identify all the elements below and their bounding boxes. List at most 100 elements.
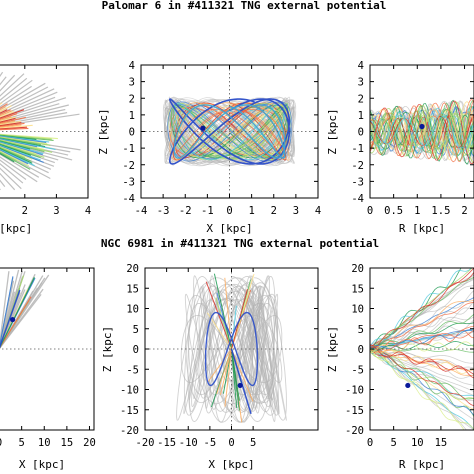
x-tick-label: 2 [271, 205, 277, 217]
colored-orbit [0, 116, 26, 124]
y-tick-label: -20 [345, 425, 364, 437]
y-axis-label: Z [kpc] [101, 326, 114, 372]
colored-orbit [213, 273, 232, 350]
grey-orbit [0, 271, 10, 347]
colored-orbit [206, 312, 232, 350]
colored-orbit [0, 140, 31, 150]
orbit-marker [405, 382, 411, 389]
colored-orbit [370, 313, 474, 353]
x-tick-label: 0 [367, 437, 373, 449]
colored-orbit [172, 102, 287, 161]
reference-orbit [204, 311, 259, 387]
reference-orbit [0, 289, 21, 349]
colored-orbit [0, 146, 33, 160]
y-tick-label: 4 [129, 60, 135, 72]
colored-orbit [0, 138, 56, 151]
grey-orbit [0, 73, 25, 97]
x-tick-label: 5 [18, 437, 24, 449]
colored-orbit [370, 109, 474, 156]
colored-orbit [370, 349, 474, 371]
colored-orbit [370, 341, 474, 354]
colored-orbit [0, 148, 33, 164]
orbit-marker [419, 123, 425, 130]
y-tick-label: 10 [126, 304, 139, 316]
colored-orbit [173, 104, 286, 159]
colored-orbit [0, 150, 30, 167]
x-tick-label: -4 [135, 205, 148, 217]
colored-orbit [0, 116, 17, 122]
grey-orbit [0, 156, 38, 183]
colored-orbit [0, 126, 28, 130]
y-tick-label: 0 [358, 127, 364, 139]
colored-orbit [0, 124, 22, 128]
colored-orbit [168, 105, 292, 158]
colored-orbit [207, 348, 232, 383]
y-tick-label: 15 [351, 283, 364, 295]
x-tick-label: -15 [157, 437, 176, 449]
grey-orbit [0, 163, 24, 184]
colored-orbit [370, 348, 474, 407]
x-axis-label: R [kpc] [399, 458, 445, 471]
colored-orbit [0, 111, 15, 118]
x-tick-label: 1 [414, 205, 420, 217]
y-tick-label: -5 [351, 364, 364, 376]
x-tick-label: 0.5 [384, 205, 403, 217]
colored-orbit [0, 138, 38, 148]
chart-title: Palomar 6 in #411321 TNG external potent… [102, 0, 387, 12]
colored-orbit [370, 276, 474, 349]
plot-area-3 [370, 99, 474, 165]
x-axis-label: X [kpc] [206, 222, 252, 235]
plot-area-4 [0, 269, 50, 349]
y-tick-label: -4 [351, 193, 364, 205]
plot-area-2 [162, 96, 297, 167]
colored-orbit [0, 277, 35, 349]
colored-orbit [0, 152, 31, 170]
y-tick-label: 3 [129, 77, 135, 89]
colored-orbit [370, 113, 474, 151]
colored-orbit [216, 348, 232, 395]
x-tick-label: -2 [179, 205, 192, 217]
colored-orbit [370, 271, 474, 352]
axes-3: 0 0.5 1 1.5 2 -4 -3 -2 -1 0 1 2 3 4 R [kpc] Z [kpc] [326, 60, 474, 235]
grey-orbit [0, 153, 40, 178]
colored-orbit [370, 329, 474, 351]
colored-orbit [205, 281, 232, 350]
colored-orbit [0, 142, 37, 155]
colored-orbit [370, 268, 462, 353]
colored-orbit [0, 147, 32, 163]
colored-orbit [0, 124, 33, 129]
colored-orbit [0, 105, 12, 113]
x-tick-label: 5 [390, 437, 396, 449]
x-tick-label: -3 [157, 205, 170, 217]
x-tick-label: -20 [136, 437, 155, 449]
colored-orbit [0, 152, 15, 163]
colored-orbit [0, 120, 16, 125]
reference-orbit [230, 348, 252, 415]
x-tick-label: 2 [461, 205, 467, 217]
y-tick-label: -1 [351, 143, 364, 155]
y-tick-label: -5 [126, 364, 139, 376]
y-tick-label: -10 [345, 385, 364, 397]
colored-orbit [0, 144, 41, 161]
y-tick-label: 2 [358, 93, 364, 105]
colored-orbit [0, 149, 29, 165]
colored-orbit [231, 348, 254, 402]
y-tick-label: -3 [122, 176, 135, 188]
colored-orbit [370, 268, 472, 348]
colored-orbit [0, 135, 37, 141]
y-tick-label: 5 [358, 324, 364, 336]
colored-orbit [370, 99, 474, 162]
colored-orbit [0, 120, 21, 126]
x-tick-label: 0 [228, 437, 234, 449]
y-tick-label: 3 [358, 77, 364, 89]
colored-orbit [0, 143, 41, 159]
colored-orbit [370, 301, 474, 350]
y-axis-label: Z [kpc] [97, 108, 110, 154]
x-tick-label: 10 [411, 437, 424, 449]
axes-4: 0 5 10 15 20 X [kpc] [0, 267, 96, 471]
colored-orbit [0, 133, 58, 140]
y-axis-label: Z [kpc] [326, 326, 339, 372]
plot-area-1 [0, 71, 81, 191]
colored-orbit [370, 116, 474, 148]
y-tick-label: 2 [129, 93, 135, 105]
